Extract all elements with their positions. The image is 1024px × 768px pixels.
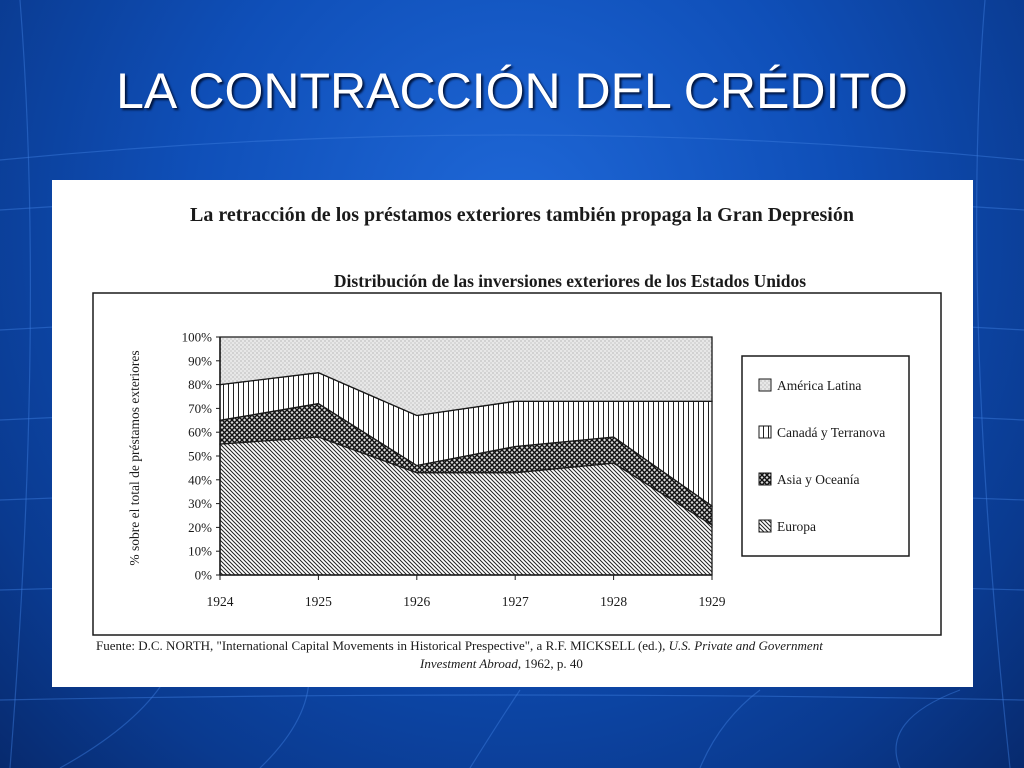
y-tick-label: 10% [188,544,212,559]
source-line-2: Investment Abroad, 1962, p. 40 [419,656,583,671]
source-citation: Fuente: D.C. NORTH, "International Capit… [96,638,826,671]
legend-item-europa: Europa [758,519,816,534]
plot-area [219,336,713,576]
y-tick-label: 50% [188,449,212,464]
y-tick-label: 0% [195,568,213,583]
legend-swatch [758,519,772,533]
source-suffix: , 1962, p. 40 [518,656,583,671]
figure-headline: La retracción de los préstamos exteriore… [190,204,854,226]
figure-panel: La retracción de los préstamos exteriore… [52,180,973,687]
source-italic-1: U.S. Private and Government [669,638,824,653]
y-tick-label: 100% [182,330,213,345]
y-axis-label: % sobre el total de préstamos exteriores [127,350,142,565]
y-tick-label: 80% [188,377,212,392]
x-tick-label: 1928 [600,594,627,609]
legend-label: América Latina [777,378,861,393]
x-tick-label: 1925 [305,594,332,609]
y-tick-label: 70% [188,401,212,416]
legend-swatch [758,425,772,439]
legend-label: Europa [777,519,816,534]
legend-item-america-latina: América Latina [758,378,861,393]
legend-item-canada-y-terranova: Canadá y Terranova [758,425,885,440]
y-tick-label: 60% [188,425,212,440]
chart-frame [92,292,942,636]
source-prefix: Fuente: D.C. NORTH, "International Capit… [96,638,669,653]
legend-label: Canadá y Terranova [777,425,885,440]
x-tick-label: 1924 [207,594,234,609]
x-tick-label: 1927 [502,594,529,609]
area-america-latina [219,336,713,417]
source-italic-2: Investment Abroad [419,656,518,671]
y-tick-label: 20% [188,520,212,535]
legend-swatch [758,378,772,392]
legend-item-asia-y-oceania: Asia y Oceanía [758,472,859,487]
chart-title: Distribución de las inversiones exterior… [334,271,806,291]
y-tick-label: 40% [188,472,212,487]
y-tick-label: 30% [188,496,212,511]
source-line-1: Fuente: D.C. NORTH, "International Capit… [96,638,826,653]
slide-title: LA CONTRACCIÓN DEL CRÉDITO [116,63,908,119]
y-tick-label: 90% [188,353,212,368]
x-tick-label: 1929 [699,594,726,609]
axes: 0% 10% 20% 30% 40% 50% 60% 70% 80% 90% 100% 1924 192… [182,330,726,610]
x-tick-label: 1926 [403,594,430,609]
legend: América Latina Canadá y Terranova Asia y O… [741,355,910,557]
legend-label: Asia y Oceanía [777,472,859,487]
legend-swatch [758,472,772,486]
figure-canvas: La retracción de los préstamos exteriore… [92,204,942,671]
